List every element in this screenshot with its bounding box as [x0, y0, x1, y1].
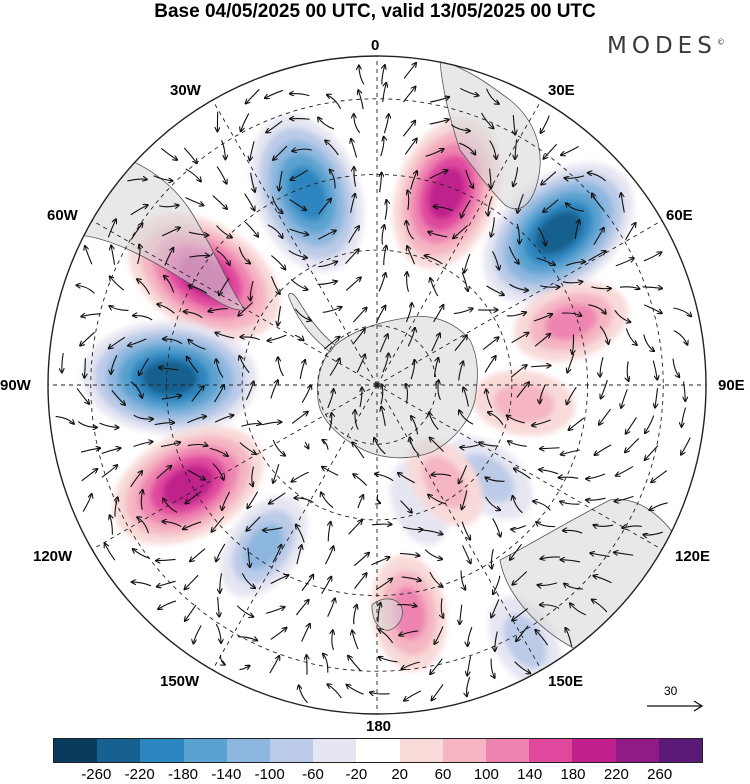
lon-label-30w: 30W [170, 82, 201, 100]
lon-label-150e: 150E [548, 673, 583, 691]
colorbar-tick-label: -60 [302, 766, 324, 783]
colorbar-tick-label: 60 [435, 766, 452, 783]
lon-label-60e: 60E [666, 207, 693, 225]
lon-label-90e: 90E [718, 377, 745, 395]
south-pole-marker [375, 383, 380, 388]
colorbar-tick-label: 260 [647, 766, 672, 783]
colorbar-tick-label: 140 [517, 766, 542, 783]
colorbar-tick-label: -260 [81, 766, 111, 783]
colorbar-tick-label: -140 [211, 766, 241, 783]
lon-label-120e: 120E [675, 548, 710, 566]
lon-label-30e: 30E [548, 82, 575, 100]
colorbar-swatch [227, 739, 270, 762]
colorbar-tick-label: 220 [604, 766, 629, 783]
wind-vector [306, 655, 307, 675]
colorbar-swatch [659, 739, 702, 762]
polar-map [0, 0, 750, 735]
colorbar-tick-label: -220 [125, 766, 155, 783]
colorbar-swatch [616, 739, 659, 762]
colorbar-tick-label: -180 [168, 766, 198, 783]
reference-vector-arrow [646, 684, 706, 714]
colorbar-swatch [486, 739, 529, 762]
colorbar-swatch [356, 739, 399, 762]
colorbar-swatch [270, 739, 313, 762]
colorbar-tick-label: 20 [391, 766, 408, 783]
colorbar-swatch [140, 739, 183, 762]
lon-label-180: 180 [366, 718, 391, 736]
colorbar-swatch [572, 739, 615, 762]
colorbar-swatch [54, 739, 97, 762]
colorbar-ticks: -260 -220 -180 -140 -100 -60 -20 20 60 100 140 180 2… [0, 766, 750, 784]
lon-label-0: 0 [371, 37, 379, 55]
colorbar-swatch [443, 739, 486, 762]
colorbar-tick-label: 100 [474, 766, 499, 783]
colorbar-tick-label: -100 [255, 766, 285, 783]
colorbar-tick-label: -20 [345, 766, 367, 783]
lon-label-90w: 90W [0, 377, 31, 395]
wind-vector [290, 119, 310, 120]
colorbar-tick-label: 180 [560, 766, 585, 783]
colorbar-swatch [313, 739, 356, 762]
lon-label-120w: 120W [33, 548, 72, 566]
colorbar-swatch [529, 739, 572, 762]
lon-label-60w: 60W [47, 207, 78, 225]
colorbar-swatch [97, 739, 140, 762]
colorbar-swatch [400, 739, 443, 762]
lon-label-150w: 150W [160, 673, 199, 691]
colorbar-swatch [184, 739, 227, 762]
colorbar [53, 738, 703, 763]
